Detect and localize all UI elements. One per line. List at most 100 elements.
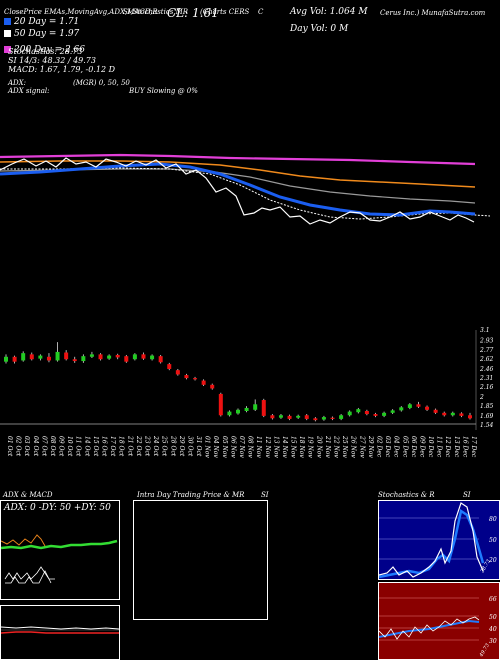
date-label: 04 Dec [393, 436, 400, 458]
candle-body [296, 415, 301, 418]
date-label: 16 Oct [101, 436, 108, 457]
date-label: 15 Oct [92, 436, 99, 457]
date-label: 28 Oct [169, 435, 176, 457]
price-tick-label: 2.93 [479, 337, 494, 344]
date-label: 14 Oct [83, 436, 90, 457]
date-label: 14 Nov [281, 436, 288, 458]
date-label: 06 Dec [410, 436, 417, 458]
date-label: 22 Nov [333, 435, 340, 458]
close-price-line [0, 157, 475, 225]
candle-body [270, 415, 275, 419]
close-label: CL: 1.61 [167, 6, 219, 20]
date-label: 25 Oct [161, 435, 168, 457]
price-tick-label: 2.46 [479, 366, 494, 373]
orange-ma-line [0, 160, 476, 188]
si-lines: 66 50 40 30 49.73 [379, 596, 497, 659]
candle-body [459, 413, 464, 416]
macd-white-line [1, 626, 119, 630]
day-volume: Day Vol: 0 M [290, 24, 349, 34]
candle-body [4, 356, 8, 362]
candle-body [347, 411, 352, 416]
ma-legend: 20 Day = 1.71 50 Day = 1.97 200 Day = 2.… [4, 16, 85, 56]
stoch-tick-50: 50 [489, 537, 497, 544]
date-label: 16 Dec [461, 436, 468, 458]
date-label: 29 Oct [178, 435, 185, 457]
candle-body [425, 406, 430, 410]
date-label: 17 Oct [109, 436, 116, 457]
date-label: 05 Nov [221, 436, 228, 458]
price-tick-label: 2.16 [479, 384, 494, 391]
candle-body [433, 409, 438, 413]
date-label: 09 Oct [58, 436, 65, 457]
macd-panel [0, 605, 120, 660]
paren-label: C [258, 8, 264, 16]
candle-body [38, 355, 43, 359]
date-label: 20 Nov [315, 435, 322, 458]
candle-body [468, 415, 472, 419]
candle-body [278, 415, 283, 418]
adx-signal-label: ADX signal: [8, 87, 50, 95]
candle-body [141, 354, 146, 359]
ma-200-line [0, 153, 476, 166]
stoch-blue-line [379, 508, 485, 579]
adx-panel-title: ADX & MACD [3, 491, 53, 499]
date-label: 21 Nov [324, 435, 331, 458]
candle-body [373, 414, 378, 416]
date-label: 08 Oct [49, 436, 56, 457]
date-label: 17 Dec [470, 436, 477, 458]
adx-lines [1, 534, 118, 584]
avg-volume: Avg Vol: 1.064 M [290, 7, 368, 17]
date-label: 10 Oct [66, 436, 73, 457]
intraday-panel-title: Intra Day Trading Price & MR [137, 491, 245, 499]
date-label: 15 Nov [290, 436, 297, 458]
candle-body [244, 407, 249, 411]
date-label: 08 Nov [247, 436, 254, 458]
chart-title: SI,Stochastics,MR [123, 8, 189, 16]
price-tick-label: 3.1 [480, 327, 490, 334]
date-label: 24 Oct [152, 435, 159, 457]
date-label: 31 Oct [195, 436, 202, 457]
legend-swatch-50 [4, 30, 11, 37]
adx-white-line-2 [5, 570, 52, 584]
candle-body [287, 415, 292, 419]
candle-body [150, 355, 155, 360]
candle-body [98, 354, 103, 360]
price-tick-label: 1.85 [480, 403, 494, 410]
candle-body [201, 380, 206, 385]
price-tick-label: 2 [479, 394, 484, 401]
date-label: 19 Nov [307, 436, 314, 458]
date-label: 07 Nov [238, 436, 245, 458]
candle-body [167, 364, 172, 369]
candle-body [227, 411, 232, 416]
stoch-tick-20: 20 [488, 557, 497, 564]
mgr-readout: (MGR) 0, 50, 50 [73, 79, 130, 87]
candle-body [339, 415, 344, 419]
candle-body [132, 354, 137, 360]
date-label: 03 Dec [384, 436, 391, 458]
candle-body [450, 412, 455, 416]
legend-item-200: 200 Day = 2.66 [4, 44, 85, 56]
candle-body [175, 370, 180, 375]
candle-body [64, 352, 69, 360]
date-label: 30 Oct [186, 436, 193, 457]
company-label: Cerus Inc.) MunafaSutra.com [380, 9, 486, 17]
candlestick-chart: 3.1 2.93 2.77 2.62 2.46 2.31 2.16 2 1.85 1.69 1.54 [0, 327, 494, 430]
date-label: 18 Nov [298, 436, 305, 458]
candle-body [12, 356, 17, 362]
intraday-panel [133, 500, 268, 620]
adx-values: ADX: 0 -DY: 50 +DY: 50 [4, 503, 111, 513]
candle-body [442, 412, 447, 416]
chart-label: ClosePrice EMAs,MovingAvg,ADX,MACD,R [4, 8, 158, 16]
date-label: 22 Oct [135, 435, 142, 457]
macd-lines [1, 626, 119, 634]
candle-body [89, 354, 94, 357]
adx-green-line [1, 539, 118, 550]
candle-body [304, 415, 309, 419]
candle-body [236, 409, 240, 414]
candles-group [4, 342, 472, 422]
candle-body [115, 354, 120, 358]
si-tick-30: 30 [489, 638, 497, 645]
candle-body [107, 355, 112, 359]
date-label: 26 Nov [350, 435, 357, 458]
stoch-panel-title: Stochastics & R [378, 491, 435, 499]
